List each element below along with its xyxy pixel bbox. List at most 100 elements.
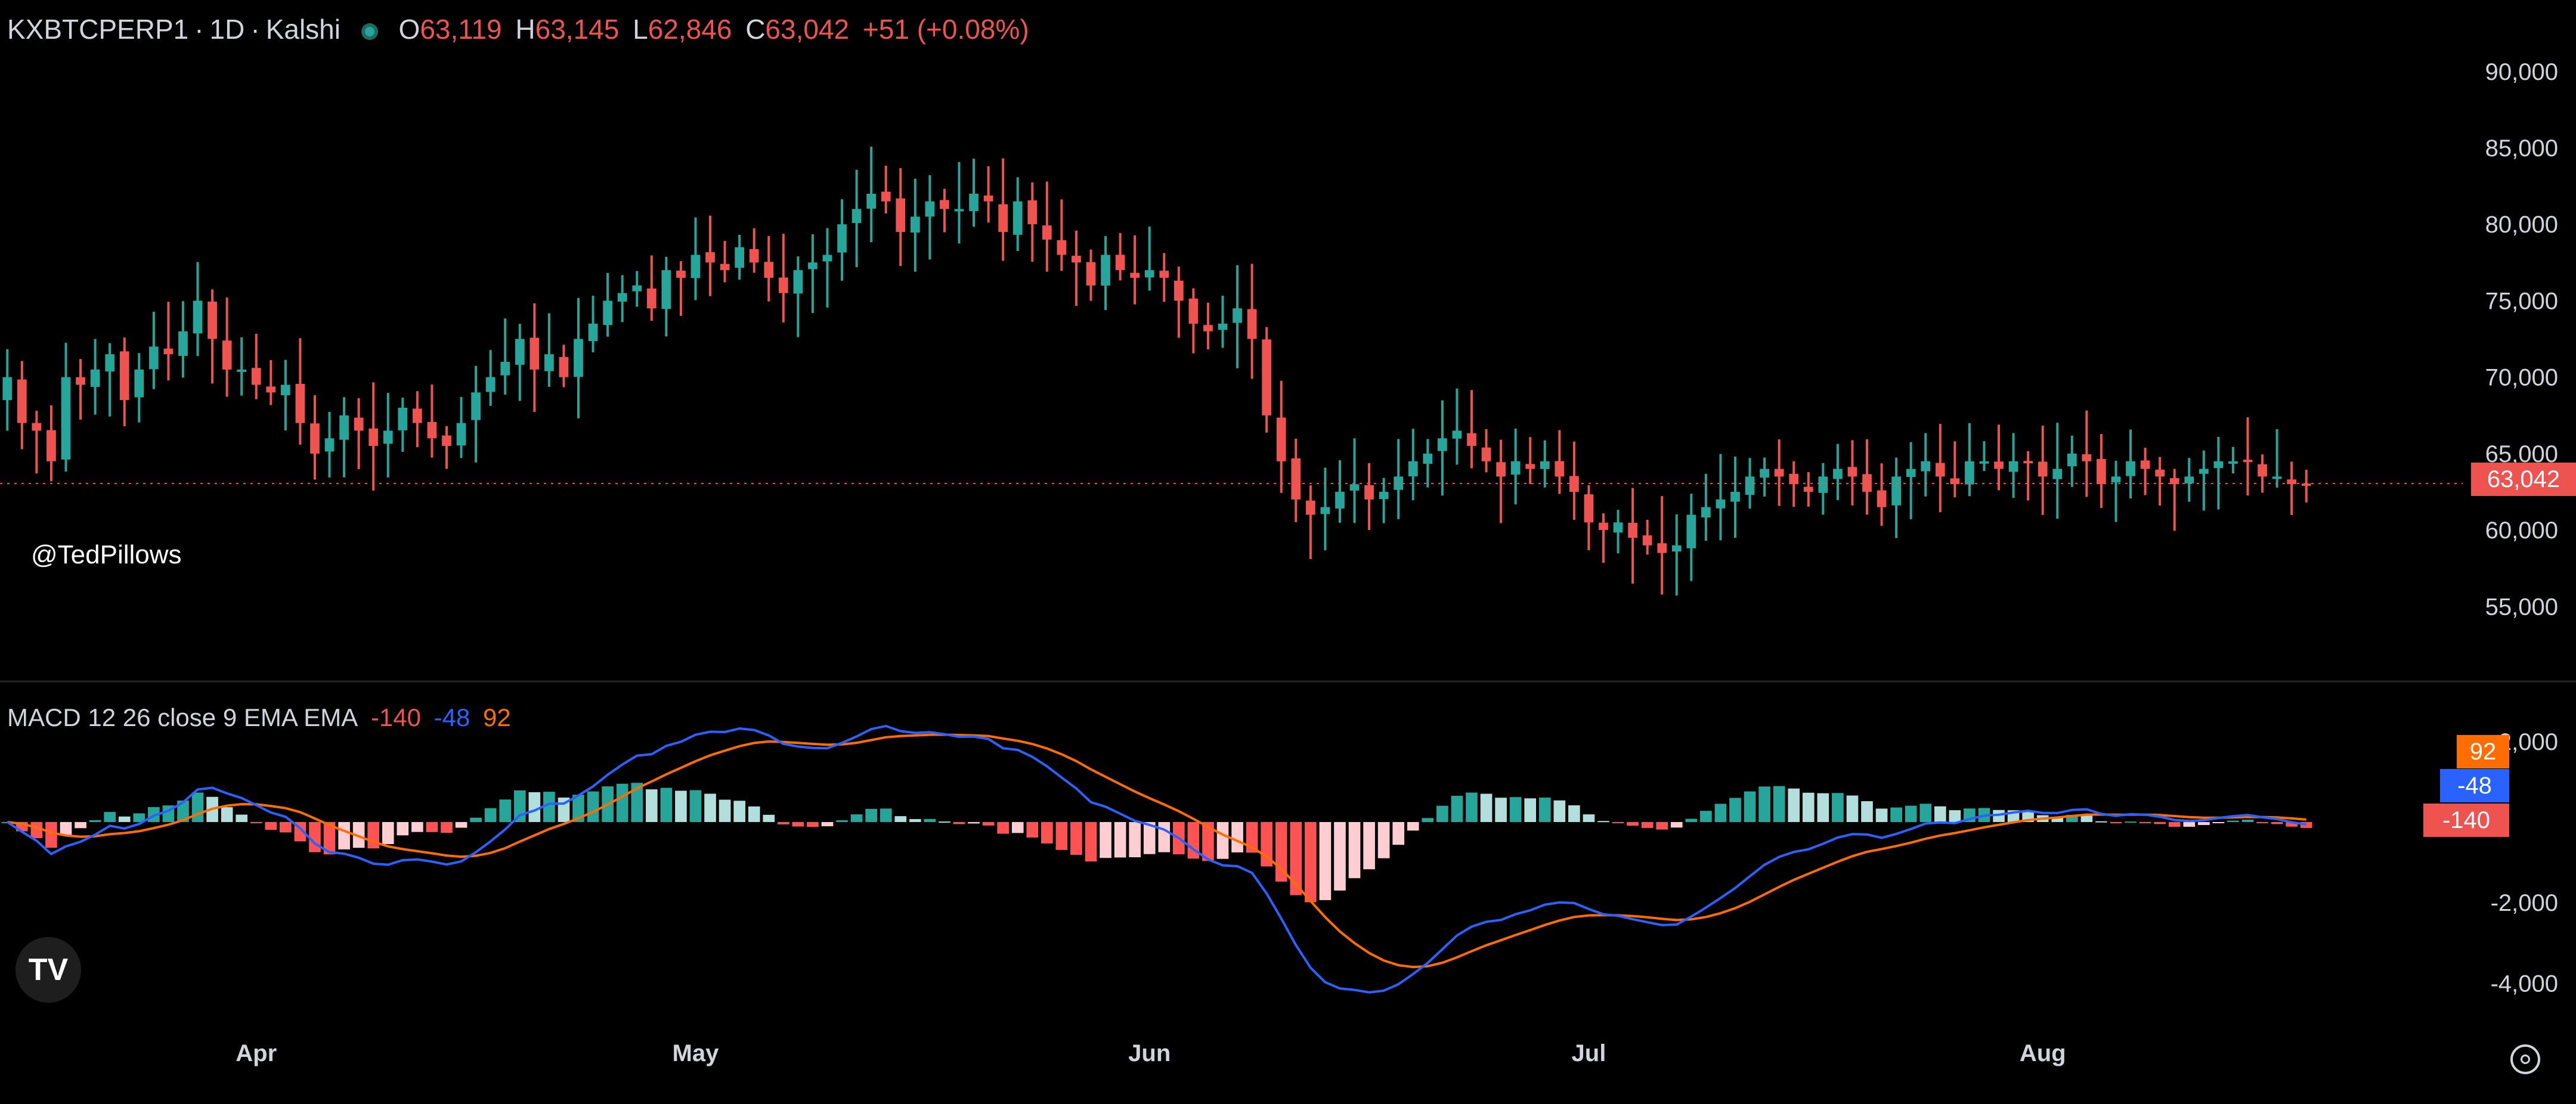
macd-histogram-bar [1583,814,1595,823]
macd-histogram-bar [675,790,687,823]
close-label: C [745,14,766,45]
macd-histogram-bar [1832,793,1844,823]
candle-body [2023,461,2033,464]
candle-body [1027,200,1038,225]
price-tick-label: 80,000 [2485,212,2558,238]
macd-histogram-bar [1670,822,1683,828]
macd-histogram-bar [397,822,409,836]
candle-body [178,331,188,356]
macd-histogram-bar [1773,786,1785,823]
candle-body [281,384,290,395]
candle-body [1247,309,1257,339]
macd-histogram-bar [894,816,907,823]
candle-body [1305,500,1315,515]
macd-histogram-bar [2110,822,2122,824]
candle-body [1803,486,1813,492]
tradingview-logo-icon[interactable]: TV [16,937,81,1003]
candle-body [2258,464,2267,477]
candle-body [1935,463,1945,477]
macd-histogram-bar [1905,805,1917,823]
macd-histogram-bar [323,822,336,855]
macd-histogram-bar [1202,822,1214,861]
macd-histogram-bar [338,822,350,849]
candle-body [2169,478,2179,485]
macd-histogram-bar [1729,798,1741,823]
candle-body [1364,485,1374,500]
macd-histogram-bar [792,822,804,827]
macd-histogram-bar [75,822,86,829]
candle-body [983,196,993,201]
candle-body [705,252,715,263]
macd-histogram-bar [1627,822,1639,826]
candle-body [2111,476,2121,483]
interval-label: 1D [209,14,245,45]
macd-histogram-bar [1422,818,1434,823]
macd-signal-line [7,733,2306,969]
symbol-legend[interactable]: KXBTCPERP1 · 1D · Kalshi O63,119 H63,145 L62… [7,13,1035,45]
macd-tick-label: -2,000 [2491,890,2558,916]
macd-histogram-bar [660,787,673,823]
candle-body [1979,461,1989,464]
candle-body [1174,280,1184,301]
candle-body [720,263,730,271]
candle-body [1072,256,1081,263]
macd-histogram-bar [1934,806,1946,823]
macd-histogram-bar [1919,804,1932,823]
candle-body [646,288,657,309]
price-tick-label: 55,000 [2485,594,2558,620]
candle-body [1203,325,1213,331]
macd-histogram-bar [1011,822,1024,833]
price-pane[interactable] [0,147,2463,596]
macd-signal-tag: 92 [2457,735,2509,768]
macd-histogram-bar [1890,807,1902,823]
macd-histogram-bar [367,822,380,849]
symbol-name: KXBTCPERP1 [7,14,189,45]
candle-body [1452,430,1462,439]
macd-histogram-bar [221,807,233,823]
macd-histogram-bar [2168,822,2181,827]
candle-body [1525,464,1535,469]
macd-histogram-bar [733,801,745,823]
macd-histogram-bar [1817,793,1829,823]
candle-body [866,193,876,209]
candle-body [1042,225,1052,240]
macd-hist-value: -140 [370,703,421,731]
candle-body [105,354,115,372]
macd-histogram-bar [236,814,248,823]
candle-body [1906,469,1916,477]
candle-body [1760,469,1769,478]
macd-legend[interactable]: MACD 12 26 close 9 EMA EMA -140 -48 92 [7,703,517,732]
macd-histogram-bar [1509,797,1522,823]
candle-body [1394,476,1404,490]
settings-gear-icon[interactable] [2510,1044,2540,1074]
candle-body [119,351,129,401]
macd-histogram-bar [1436,805,1448,823]
macd-histogram-bar [1802,792,1815,823]
macd-histogram-bar [1070,822,1082,855]
candle-body [1862,474,1872,492]
macd-histogram-bar [1158,822,1171,852]
candle-body [369,428,379,446]
candle-body [1013,201,1023,235]
macd-histogram-bar [2183,822,2196,827]
macd-histogram-bar [982,822,995,826]
macd-histogram-bar [1641,822,1654,828]
candle-body [837,224,847,253]
candle-body [1789,473,1799,485]
candle-body [676,271,686,278]
macd-histogram-bar [704,793,716,823]
candle-body [632,285,642,291]
candle-body [134,369,144,398]
macd-histogram-bar [1758,786,1770,823]
macd-histogram-bar [2198,822,2210,826]
macd-histogram-bar [1216,822,1229,859]
candle-body [793,270,803,294]
macd-pane[interactable] [1,724,2312,994]
candle-body [2243,460,2253,463]
candle-body [2184,476,2194,483]
macd-histogram-bar [60,822,72,836]
candle-body [1555,461,1565,477]
price-tick-label: 85,000 [2485,135,2558,162]
macd-histogram-bar [968,822,980,824]
